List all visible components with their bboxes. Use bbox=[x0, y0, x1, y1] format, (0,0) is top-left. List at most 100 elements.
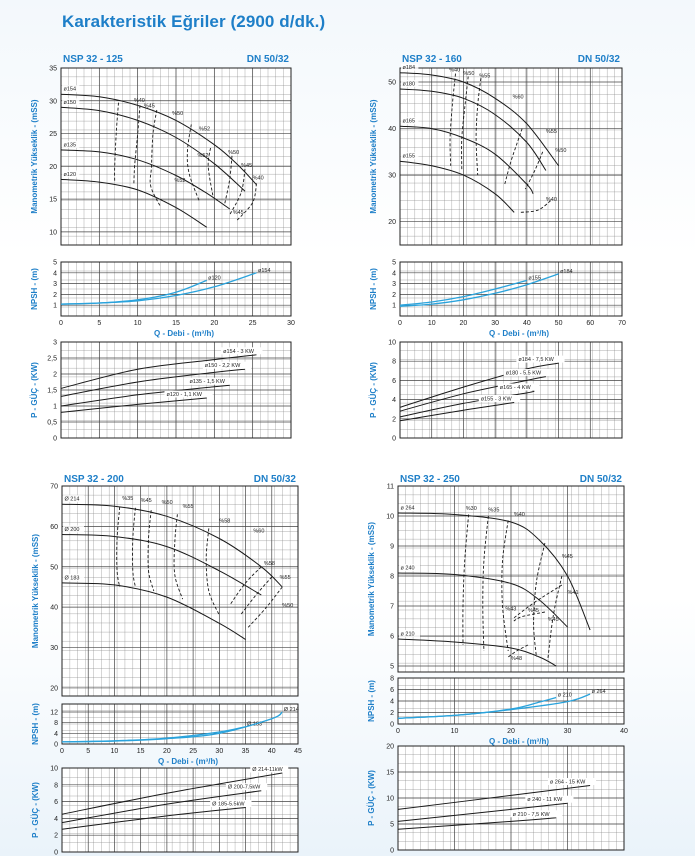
efficiency-label: %52 bbox=[174, 178, 185, 184]
head-frame bbox=[399, 67, 623, 246]
y-tick-label: 8 bbox=[54, 720, 58, 727]
curve-power bbox=[60, 368, 246, 397]
power-label: ø150 - 2,2 KW bbox=[205, 363, 241, 369]
npsh-panel: 1 2 3 4 5 NPSH - (m) ø120 ø154 0 5 10 15 20 25 30 Q - D… bbox=[30, 260, 295, 339]
efficiency-label: %50 bbox=[172, 111, 183, 117]
efficiency-curve bbox=[482, 515, 489, 652]
curve-power bbox=[399, 362, 559, 408]
y-tick-label: 0 bbox=[390, 722, 394, 729]
curve-npsh bbox=[399, 273, 559, 307]
power-label-bg bbox=[497, 383, 540, 391]
efficiency-label: %40 bbox=[134, 98, 145, 104]
x-tick-label: 5 bbox=[97, 320, 101, 327]
curve-head bbox=[60, 149, 230, 210]
x-tick-label: 30 bbox=[564, 728, 572, 735]
curve-power bbox=[60, 354, 257, 389]
y-tick-label: 2 bbox=[392, 416, 396, 423]
y-axis-label: Manometrik Yükseklik - (mSS) bbox=[367, 522, 376, 636]
y-tick-label: 5 bbox=[390, 822, 394, 829]
npsh-frame bbox=[60, 261, 292, 317]
efficiency-label: %40 bbox=[449, 68, 460, 74]
curve-head bbox=[61, 503, 283, 588]
y-tick-label: 60 bbox=[50, 524, 58, 531]
curve-label-bg bbox=[63, 573, 84, 581]
curve-power bbox=[397, 802, 568, 822]
y-tick-label: 6 bbox=[390, 687, 394, 694]
x-tick-label: 20 bbox=[163, 748, 171, 755]
y-tick-label: 6 bbox=[54, 799, 58, 806]
efficiency-curve bbox=[132, 507, 136, 588]
curve-head bbox=[397, 512, 591, 631]
curve-head bbox=[60, 106, 246, 192]
x-axis-label: Q - Debi - (m³/h) bbox=[489, 329, 549, 338]
power-panel: 0 5 10 15 20 P - GÜÇ - (KW) ø 264 - 15 KW ø 240… bbox=[367, 744, 625, 855]
x-axis-label: Q - Debi - (m³/h) bbox=[154, 329, 214, 338]
npsh-label: Ø 214 bbox=[284, 707, 299, 713]
power-label: ø120 - 1,1 KW bbox=[166, 392, 202, 398]
dn-label: DN 50/32 bbox=[247, 54, 290, 65]
efficiency-curve bbox=[520, 200, 551, 213]
efficiency-curve bbox=[507, 644, 529, 658]
x-tick-label: 10 bbox=[451, 728, 459, 735]
x-tick-label: 30 bbox=[215, 748, 223, 755]
y-tick-label: 0 bbox=[53, 436, 57, 443]
curve-label-bg bbox=[399, 504, 420, 511]
curve-label: ø 264 bbox=[401, 506, 415, 512]
curve-label-bg bbox=[63, 525, 84, 533]
efficiency-curve bbox=[133, 105, 141, 185]
y-axis-label: Manometrik Yükseklik - (mSS) bbox=[30, 99, 39, 213]
efficiency-label: %45 bbox=[562, 554, 573, 560]
y-tick-label: 3 bbox=[53, 281, 57, 288]
npsh-label: ø184 bbox=[560, 269, 573, 275]
efficiency-curve bbox=[205, 528, 220, 616]
head-frame bbox=[397, 485, 625, 673]
y-tick-label: 1 bbox=[53, 404, 57, 411]
curve-power bbox=[399, 402, 515, 422]
power-label-bg bbox=[187, 377, 236, 385]
y-tick-label: 5 bbox=[53, 260, 57, 267]
x-tick-label: 20 bbox=[460, 320, 468, 327]
curve-label: ø 240 bbox=[401, 566, 415, 572]
npsh-label: ø154 bbox=[258, 268, 271, 274]
power-label: ø180 - 5,5 KW bbox=[506, 371, 542, 377]
curve-label: ø165 bbox=[403, 119, 416, 125]
y-axis-label: P - GÜÇ - (KW) bbox=[31, 782, 40, 838]
y-tick-label: 2 bbox=[53, 292, 57, 299]
y-tick-label: 50 bbox=[388, 79, 396, 86]
x-tick-label: 0 bbox=[60, 748, 64, 755]
efficiency-curve bbox=[229, 566, 262, 606]
curve-label: ø154 bbox=[64, 87, 77, 93]
y-tick-label: 50 bbox=[50, 564, 58, 571]
y-tick-label: 3 bbox=[392, 281, 396, 288]
head-panel: 20 30 40 50 Manometrik Yükseklik - (mSS) ø184… bbox=[369, 63, 623, 246]
y-axis-label: NPSH - (m) bbox=[30, 268, 39, 310]
power-label-bg bbox=[503, 369, 552, 377]
y-tick-label: 2 bbox=[54, 833, 58, 840]
power-label-bg bbox=[221, 347, 263, 355]
y-axis-label: Manometrik Yükseklik - (mSS) bbox=[369, 99, 378, 213]
x-tick-label: 50 bbox=[555, 320, 563, 327]
curve-label: Ø 200 bbox=[65, 527, 80, 533]
efficiency-label: %30 bbox=[466, 506, 477, 512]
power-label: ø154 - 3 KW bbox=[223, 349, 255, 355]
y-tick-label: 2 bbox=[390, 710, 394, 717]
x-tick-label: 20 bbox=[507, 728, 515, 735]
x-tick-label: 40 bbox=[523, 320, 531, 327]
curve-label-bg bbox=[401, 117, 419, 125]
efficiency-label: %58 bbox=[264, 561, 275, 567]
curve-label-bg bbox=[63, 495, 84, 503]
dn-label: DN 50/32 bbox=[254, 474, 297, 485]
x-axis-label: Q - Debi - (m³/h) bbox=[158, 757, 218, 766]
power-frame bbox=[60, 341, 292, 439]
efficiency-label: %55 bbox=[280, 575, 291, 581]
npsh-label: ø120 bbox=[208, 275, 221, 281]
power-frame bbox=[61, 767, 299, 853]
curve-label: ø 210 bbox=[401, 632, 415, 638]
curve-label: Ø 214 bbox=[65, 497, 80, 503]
efficiency-label: %50 bbox=[282, 603, 293, 609]
efficiency-label: %45 bbox=[241, 163, 252, 169]
curve-label: Ø 183 bbox=[65, 575, 80, 581]
y-tick-label: 4 bbox=[392, 270, 396, 277]
y-tick-label: 4 bbox=[392, 397, 396, 404]
